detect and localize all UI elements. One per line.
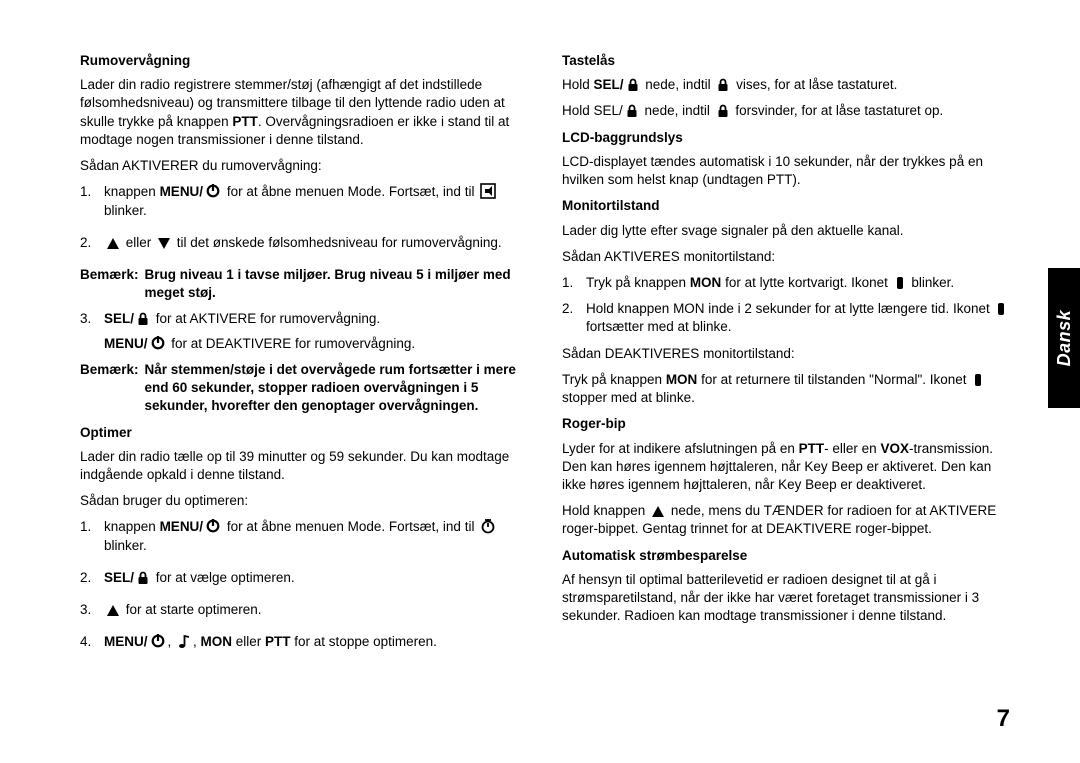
section-title: Tastelås [562,52,1010,70]
power-icon [205,183,221,199]
paragraph: Sådan AKTIVERES monitortilstand: [562,248,1010,266]
note: Bemærk: Brug niveau 1 i tavse miljøer. B… [80,266,528,302]
section-title: Automatisk strømbesparelse [562,547,1010,565]
list-item: 2. eller til det ønskede følsomhedsnivea… [80,234,528,252]
music-note-icon [177,634,191,649]
paragraph: Hold knappen nede, mens du TÆNDER for ra… [562,502,1010,538]
list-item: 1. knappen MENU/ for at åbne menuen Mode… [80,518,528,554]
lock-icon [136,311,150,326]
page-number: 7 [997,703,1010,735]
power-icon [205,518,221,534]
paragraph: Hold SEL/ nede, indtil vises, for at lås… [562,76,1010,94]
lock-icon [136,570,150,585]
paragraph: Hold SEL/ nede, indtil forsvinder, for a… [562,102,1010,120]
list-item: 2. Hold knappen MON inde i 2 sekunder fo… [562,300,1010,336]
list-item: 4. MENU/, , MON eller PTT for at stoppe … [80,633,528,651]
section-title: Optimer [80,424,528,442]
list-item: 1. knappen MENU/ for at åbne menuen Mode… [80,183,528,219]
lock-icon [716,77,730,92]
paragraph: Sådan DEAKTIVERES monitortilstand: [562,345,1010,363]
section-title: LCD-baggrundslys [562,129,1010,147]
ordered-list: 1. Tryk på knappen MON for at lytte kort… [562,274,1010,337]
section-title: Roger-bip [562,415,1010,433]
left-column: Rumovervågning Lader din radio registrer… [80,48,528,665]
speaker-bar-icon [972,373,984,387]
power-icon [150,633,166,649]
triangle-down-icon [157,237,171,250]
list-item: 3. SEL/ for at AKTIVERE for rumovervågni… [80,310,528,352]
section-title: Monitortilstand [562,197,1010,215]
speaker-bar-icon [995,302,1007,316]
note: Bemærk: Når stemmen/støje i det overvåge… [80,361,528,416]
lock-icon [626,77,640,92]
language-label: Dansk [1052,310,1076,367]
ordered-list: 1. knappen MENU/ for at åbne menuen Mode… [80,183,528,252]
paragraph: Tryk på knappen MON for at returnere til… [562,371,1010,407]
lock-icon [716,103,730,118]
timer-icon [480,518,496,534]
paragraph: Sådan AKTIVERER du rumovervågning: [80,157,528,175]
paragraph: LCD-displayet tændes automatisk i 10 sek… [562,153,1010,189]
ordered-list: 3. SEL/ for at AKTIVERE for rumovervågni… [80,310,528,352]
triangle-up-icon [106,237,120,250]
triangle-up-icon [651,505,665,518]
paragraph: Lyder for at indikere afslutningen på en… [562,440,1010,495]
right-column: Tastelås Hold SEL/ nede, indtil vises, f… [562,48,1010,665]
speaker-bar-icon [894,276,906,290]
list-item: 3. for at starte optimeren. [80,601,528,619]
paragraph: Lader din radio tælle op til 39 minutter… [80,448,528,484]
paragraph: Af hensyn til optimal batterilevetid er … [562,571,1010,626]
paragraph: Lader din radio registrere stemmer/støj … [80,76,528,149]
language-tab: Dansk [1048,268,1080,408]
list-item: 1. Tryk på knappen MON for at lytte kort… [562,274,1010,292]
lock-icon [625,103,639,118]
section-title: Rumovervågning [80,52,528,70]
paragraph: Sådan bruger du optimeren: [80,492,528,510]
manual-page: Rumovervågning Lader din radio registrer… [0,0,1080,763]
paragraph: Lader dig lytte efter svage signaler på … [562,222,1010,240]
speaker-box-icon [480,183,496,199]
triangle-up-icon [106,604,120,617]
power-icon [150,335,166,351]
ordered-list: 1. knappen MENU/ for at åbne menuen Mode… [80,518,528,651]
list-item: 2. SEL/ for at vælge optimeren. [80,569,528,587]
